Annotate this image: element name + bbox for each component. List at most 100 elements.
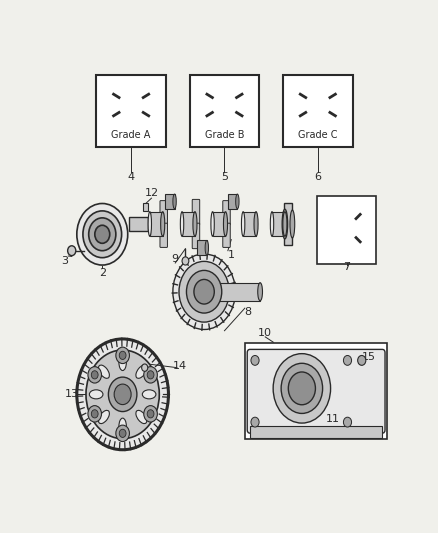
Circle shape [91, 371, 98, 379]
Circle shape [144, 367, 157, 383]
Text: 11: 11 [326, 414, 340, 424]
Ellipse shape [258, 282, 262, 301]
Ellipse shape [173, 194, 176, 209]
Bar [284, 203, 292, 245]
Circle shape [86, 350, 159, 439]
Text: 12: 12 [145, 188, 159, 198]
Ellipse shape [283, 212, 287, 236]
Circle shape [251, 417, 259, 427]
Bar [212, 212, 226, 236]
Text: 7: 7 [343, 262, 350, 272]
Text: 13: 13 [65, 389, 79, 399]
Circle shape [88, 218, 116, 251]
Circle shape [119, 351, 126, 359]
Bar [228, 194, 237, 209]
Circle shape [116, 425, 129, 441]
Circle shape [88, 406, 102, 422]
Text: Grade A: Grade A [111, 130, 151, 140]
Bar [165, 194, 175, 209]
Bar [190, 75, 259, 147]
Bar [317, 196, 376, 264]
Ellipse shape [119, 418, 127, 434]
FancyBboxPatch shape [160, 223, 167, 247]
Text: 4: 4 [127, 172, 135, 182]
Ellipse shape [161, 212, 165, 236]
Circle shape [187, 270, 222, 313]
Circle shape [108, 377, 137, 411]
Ellipse shape [211, 212, 214, 236]
Ellipse shape [148, 212, 152, 236]
Text: Grade B: Grade B [205, 130, 244, 140]
Text: 15: 15 [362, 352, 376, 362]
Bar [130, 216, 148, 231]
Ellipse shape [236, 194, 239, 209]
FancyBboxPatch shape [223, 223, 230, 247]
Ellipse shape [119, 354, 127, 370]
Text: 9: 9 [172, 254, 179, 264]
Circle shape [343, 417, 352, 427]
Circle shape [147, 410, 154, 418]
Circle shape [141, 364, 148, 372]
Bar [197, 240, 207, 255]
Circle shape [83, 211, 122, 257]
Text: Grade C: Grade C [298, 130, 338, 140]
Ellipse shape [142, 390, 156, 399]
Circle shape [119, 429, 126, 438]
Circle shape [147, 371, 154, 379]
Circle shape [358, 356, 366, 365]
FancyBboxPatch shape [192, 199, 200, 225]
Circle shape [91, 410, 98, 418]
Ellipse shape [99, 410, 110, 424]
Ellipse shape [136, 365, 147, 378]
Circle shape [343, 356, 352, 365]
Ellipse shape [241, 212, 245, 236]
Ellipse shape [288, 372, 315, 405]
Ellipse shape [205, 240, 208, 255]
Bar [250, 426, 382, 438]
Circle shape [144, 406, 157, 422]
Bar [283, 75, 353, 147]
Ellipse shape [136, 410, 147, 424]
Circle shape [251, 356, 259, 365]
FancyBboxPatch shape [192, 223, 200, 248]
Bar [182, 212, 195, 236]
Ellipse shape [281, 364, 323, 414]
Circle shape [77, 204, 128, 265]
Text: 8: 8 [245, 307, 252, 317]
Ellipse shape [99, 365, 110, 378]
Bar [243, 212, 256, 236]
Bar [245, 343, 387, 440]
Bar [272, 212, 285, 236]
Text: 1: 1 [228, 250, 235, 260]
Ellipse shape [193, 212, 197, 236]
Circle shape [179, 261, 229, 322]
Ellipse shape [89, 390, 103, 399]
Circle shape [116, 347, 130, 364]
Bar [143, 204, 148, 211]
Ellipse shape [290, 210, 295, 238]
Ellipse shape [223, 212, 227, 236]
Circle shape [88, 367, 102, 383]
Ellipse shape [254, 212, 258, 236]
Text: 6: 6 [314, 172, 321, 182]
Bar [150, 212, 162, 236]
FancyBboxPatch shape [223, 200, 230, 225]
Circle shape [173, 254, 235, 329]
Ellipse shape [273, 354, 331, 423]
Ellipse shape [282, 209, 288, 239]
Ellipse shape [270, 212, 274, 236]
Ellipse shape [180, 212, 184, 236]
Circle shape [95, 225, 110, 243]
Text: 2: 2 [99, 268, 106, 278]
Circle shape [77, 339, 169, 450]
FancyBboxPatch shape [160, 200, 167, 225]
Circle shape [194, 279, 214, 304]
Circle shape [114, 384, 131, 405]
Text: 10: 10 [258, 328, 272, 338]
FancyBboxPatch shape [247, 350, 385, 433]
Bar [219, 282, 260, 301]
Circle shape [182, 257, 189, 265]
Circle shape [67, 246, 76, 256]
Text: 14: 14 [173, 361, 187, 370]
Text: 3: 3 [61, 256, 68, 266]
